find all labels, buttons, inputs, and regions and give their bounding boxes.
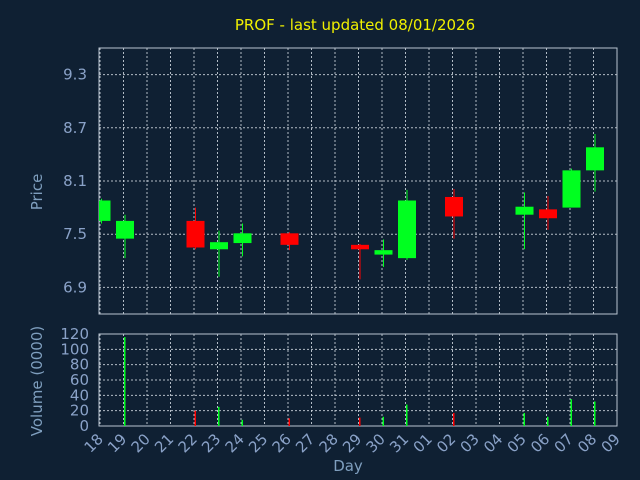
- volume-bar: [218, 406, 220, 426]
- day-tick-label: 23: [198, 430, 224, 456]
- chart-title: PROF - last updated 08/01/2026: [235, 16, 475, 34]
- day-tick-label: 19: [104, 430, 130, 456]
- day-tick-label: 30: [363, 430, 389, 456]
- day-tick-label: 04: [480, 430, 506, 456]
- volume-bar: [359, 417, 361, 426]
- price-tick-label: 8.1: [63, 172, 87, 190]
- volume-bar: [523, 412, 525, 426]
- candle-body: [445, 196, 463, 217]
- price-tick-label: 7.5: [63, 225, 87, 243]
- day-tick-label: 26: [269, 430, 295, 456]
- candles: [99, 134, 604, 280]
- volume-tick-label: 100: [60, 340, 89, 358]
- volume-tick-label: 80: [70, 356, 89, 374]
- day-tick-label: 09: [598, 430, 624, 456]
- volume-tick-label: 120: [60, 325, 89, 343]
- volume-axis-label: Volume (0000): [28, 326, 46, 436]
- candle-body: [539, 209, 557, 219]
- day-x-ticks: 1819202122232425262728293031010203040506…: [81, 430, 624, 456]
- volume-bar: [453, 412, 455, 426]
- candle-body: [233, 233, 252, 244]
- volume-bar: [594, 401, 596, 426]
- volume-bar: [406, 404, 408, 426]
- day-tick-label: 29: [339, 430, 365, 456]
- price-grid: [99, 48, 617, 314]
- price-frame: [98, 47, 618, 315]
- day-tick-label: 06: [527, 430, 553, 456]
- day-axis-label: Day: [333, 457, 363, 475]
- candle-body: [374, 250, 393, 255]
- candle-body: [562, 170, 581, 208]
- price-panel: 6.9 7.5 8.1 8.7 9.3 Price: [28, 47, 618, 315]
- candle-body: [515, 206, 534, 215]
- day-tick-label: 25: [245, 430, 271, 456]
- candle-body: [99, 200, 111, 221]
- day-tick-label: 03: [457, 430, 483, 456]
- volume-bar: [194, 410, 196, 426]
- day-tick-label: 20: [128, 430, 154, 456]
- volume-bar: [547, 416, 549, 426]
- candle-body: [351, 244, 369, 250]
- day-tick-label: 24: [222, 430, 248, 456]
- volume-tick-label: 40: [70, 386, 89, 404]
- price-tick-label: 6.9: [63, 278, 87, 296]
- price-y-ticks: 6.9 7.5 8.1 8.7 9.3: [63, 66, 87, 297]
- candle-body: [586, 147, 604, 171]
- volume-bar: [382, 416, 384, 426]
- volume-bar: [570, 399, 572, 426]
- volume-tick-label: 20: [70, 402, 89, 420]
- volume-bar: [124, 337, 126, 426]
- price-tick-label: 8.7: [63, 119, 87, 137]
- price-tick-label: 9.3: [63, 66, 87, 84]
- day-tick-label: 21: [151, 430, 177, 456]
- day-tick-label: 08: [574, 430, 600, 456]
- candle-body: [116, 220, 134, 239]
- day-tick-label: 27: [292, 430, 318, 456]
- price-axis-label: Price: [28, 174, 46, 211]
- volume-bars: [124, 337, 596, 426]
- volume-frame: [98, 333, 618, 427]
- day-tick-label: 05: [504, 430, 530, 456]
- day-tick-label: 31: [386, 430, 412, 456]
- candle-body: [210, 242, 228, 250]
- volume-tick-label: 0: [79, 417, 89, 435]
- day-tick-label: 02: [433, 430, 459, 456]
- candle-body: [186, 220, 205, 248]
- day-tick-label: 01: [410, 430, 436, 456]
- candle-body: [398, 200, 416, 259]
- day-tick-label: 28: [316, 430, 342, 456]
- volume-tick-label: 60: [70, 371, 89, 389]
- day-tick-label: 07: [551, 430, 577, 456]
- day-tick-label: 22: [175, 430, 201, 456]
- candle-body: [280, 233, 299, 245]
- volume-bar: [241, 419, 243, 426]
- volume-bar: [288, 418, 290, 426]
- volume-grid: [99, 334, 617, 426]
